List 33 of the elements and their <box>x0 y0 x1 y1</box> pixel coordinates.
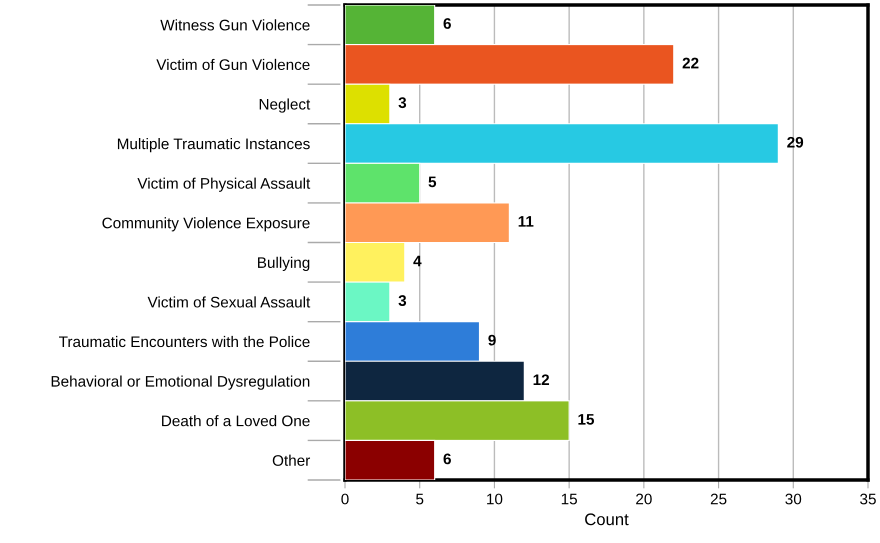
y-tick-label: Victim of Sexual Assault <box>148 296 310 308</box>
data-label: 5 <box>428 176 436 188</box>
data-label: 3 <box>398 295 406 306</box>
data-label: 9 <box>488 334 496 346</box>
data-label: 12 <box>534 374 550 385</box>
y-tick-label: Other <box>272 454 310 466</box>
y-tick-label: Victim of Gun Violence <box>156 58 310 70</box>
x-tick-label: 35 <box>860 494 876 504</box>
data-label: 22 <box>682 58 698 68</box>
x-tick-label: 0 <box>341 494 349 504</box>
data-label: 6 <box>444 453 451 464</box>
y-tick-label: Multiple Traumatic Instances <box>118 138 310 152</box>
x-tick-label: 30 <box>785 494 802 504</box>
x-tick-label: 15 <box>562 494 577 504</box>
y-tick-label: Witness Gun Violence <box>160 19 310 30</box>
x-tick-label: 25 <box>710 494 726 504</box>
y-tick-label: Behavioral or Emotional Dysregulation <box>52 376 310 390</box>
y-tick-label: Death of a Loved One <box>162 415 310 426</box>
x-axis-title: Count <box>585 513 629 526</box>
data-label: 29 <box>787 136 804 148</box>
x-tick-label: 5 <box>416 494 424 504</box>
data-label: 3 <box>398 97 406 108</box>
data-label: 4 <box>413 256 422 266</box>
y-tick-label: Community Violence Exposure <box>102 217 310 232</box>
x-tick-label: 10 <box>487 494 502 504</box>
y-tick-label: Bullying <box>258 256 310 271</box>
x-tick-label: 20 <box>636 494 652 504</box>
data-label: 11 <box>518 216 534 227</box>
y-tick-label: Traumatic Encounters with the Police <box>59 336 310 348</box>
y-tick-label: Victim of Physical Assault <box>137 178 310 192</box>
y-tick-label: Neglect <box>260 98 310 113</box>
data-label: 15 <box>578 414 594 425</box>
data-label: 6 <box>444 18 451 29</box>
